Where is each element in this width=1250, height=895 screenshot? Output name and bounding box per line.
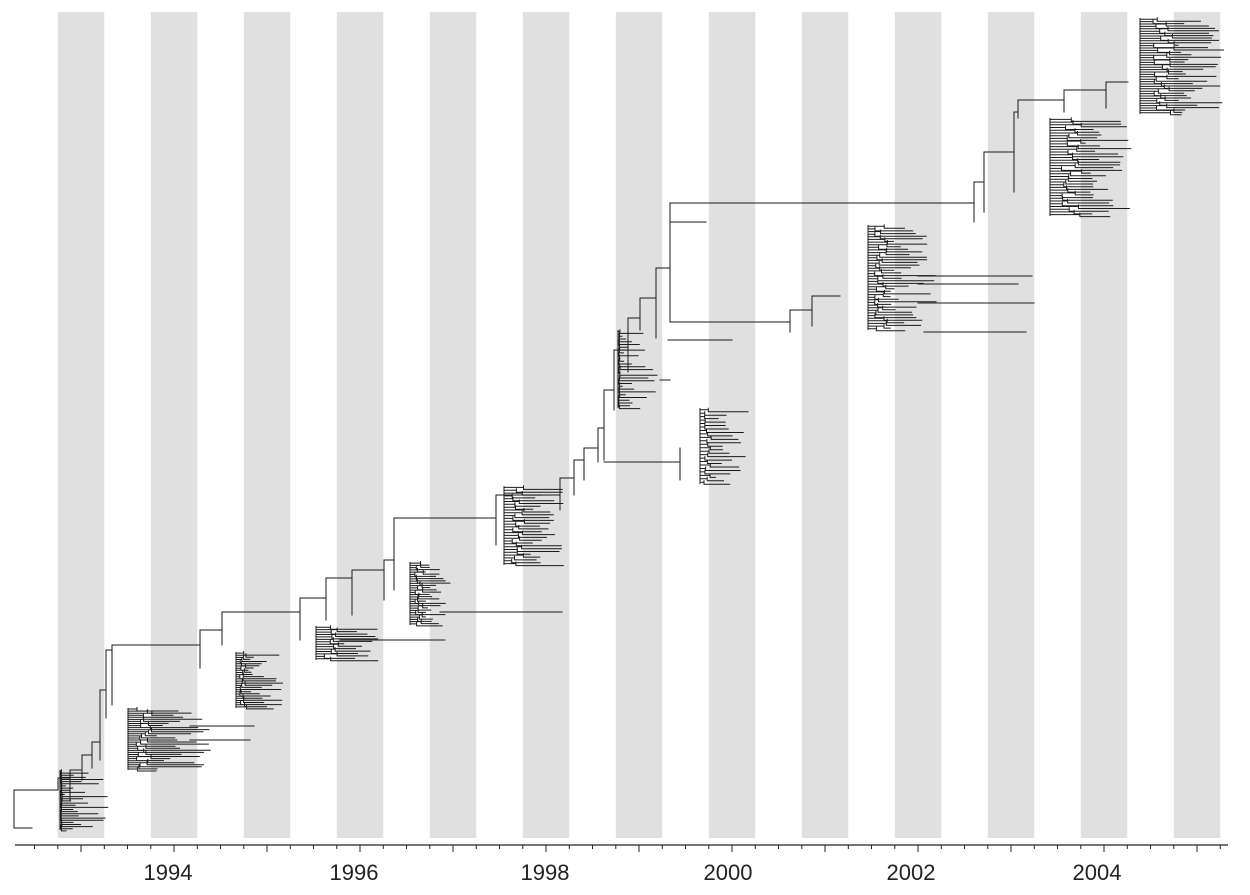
- trunk-2004: [1063, 81, 1129, 113]
- trunk-1995: [199, 611, 301, 669]
- tip-cluster-1999: [617, 329, 658, 410]
- side-branch-1998: [189, 611, 563, 741]
- tip-branches: [315, 625, 379, 662]
- trunk-1993: [57, 754, 93, 801]
- season-band: [615, 12, 663, 838]
- side-branch-1999-2000: [603, 339, 733, 481]
- trunk-2000-b: [639, 202, 975, 339]
- tip-cluster-2004: [1049, 117, 1132, 218]
- year-labels: 1994 1996 1998 2000 2002 2004: [144, 860, 1122, 885]
- season-band: [243, 12, 291, 838]
- trunk-2003-b: [1013, 99, 1065, 193]
- tip-branches: [503, 485, 564, 567]
- tip-cluster-2000: [699, 407, 749, 485]
- season-band: [150, 12, 198, 838]
- season-band: [987, 12, 1035, 838]
- trunk-1993-b: [91, 689, 107, 769]
- tip-cluster-1995: [235, 651, 283, 710]
- axis-ticks: [34, 845, 1221, 852]
- season-band: [57, 12, 105, 838]
- time-axis: 1994 1996 1998 2000 2002 2004: [15, 844, 1228, 885]
- tip-branches: [1049, 117, 1132, 218]
- season-band: [1080, 12, 1128, 838]
- trunk-1997: [351, 517, 497, 616]
- seasonal-bands: [57, 12, 1221, 838]
- season-band: [522, 12, 570, 838]
- trunk-1999: [583, 389, 615, 481]
- tip-branches: [617, 329, 658, 410]
- tip-branches: [127, 707, 211, 772]
- root-branch: [13, 789, 59, 829]
- season-band: [1173, 12, 1221, 838]
- branch-2000-stub: [669, 221, 791, 323]
- tip-cluster-1997: [409, 561, 451, 627]
- tip-cluster-1998: [503, 485, 564, 567]
- trunk-1996: [299, 577, 353, 641]
- season-band: [429, 12, 477, 838]
- tip-branches: [59, 769, 109, 832]
- tip-branches: [699, 407, 749, 485]
- year-label: 1996: [330, 860, 379, 885]
- trunk-2003: [973, 151, 1015, 223]
- season-band: [801, 12, 849, 838]
- year-label: 2004: [1073, 860, 1122, 885]
- year-label: 1994: [144, 860, 193, 885]
- tip-branches: [867, 224, 937, 332]
- tip-branches: [1139, 17, 1225, 116]
- tip-cluster-1994: [127, 707, 211, 772]
- tip-branches: [409, 561, 451, 627]
- year-label: 2002: [887, 860, 936, 885]
- tip-cluster-1993: [59, 769, 109, 832]
- tip-branches: [235, 651, 283, 710]
- season-band: [894, 12, 942, 838]
- trunk-2001: [789, 295, 841, 333]
- tip-cluster-2002: [867, 224, 937, 332]
- tip-clusters: [59, 17, 1225, 832]
- year-label: 1998: [521, 860, 570, 885]
- trunk-1994: [105, 644, 201, 719]
- side-branch-2002: [917, 275, 1035, 333]
- year-label: 2000: [704, 860, 753, 885]
- season-band: [336, 12, 384, 838]
- tip-cluster-2005: [1139, 17, 1225, 116]
- tree-branches: [13, 81, 1129, 829]
- tip-cluster-1996: [315, 625, 379, 662]
